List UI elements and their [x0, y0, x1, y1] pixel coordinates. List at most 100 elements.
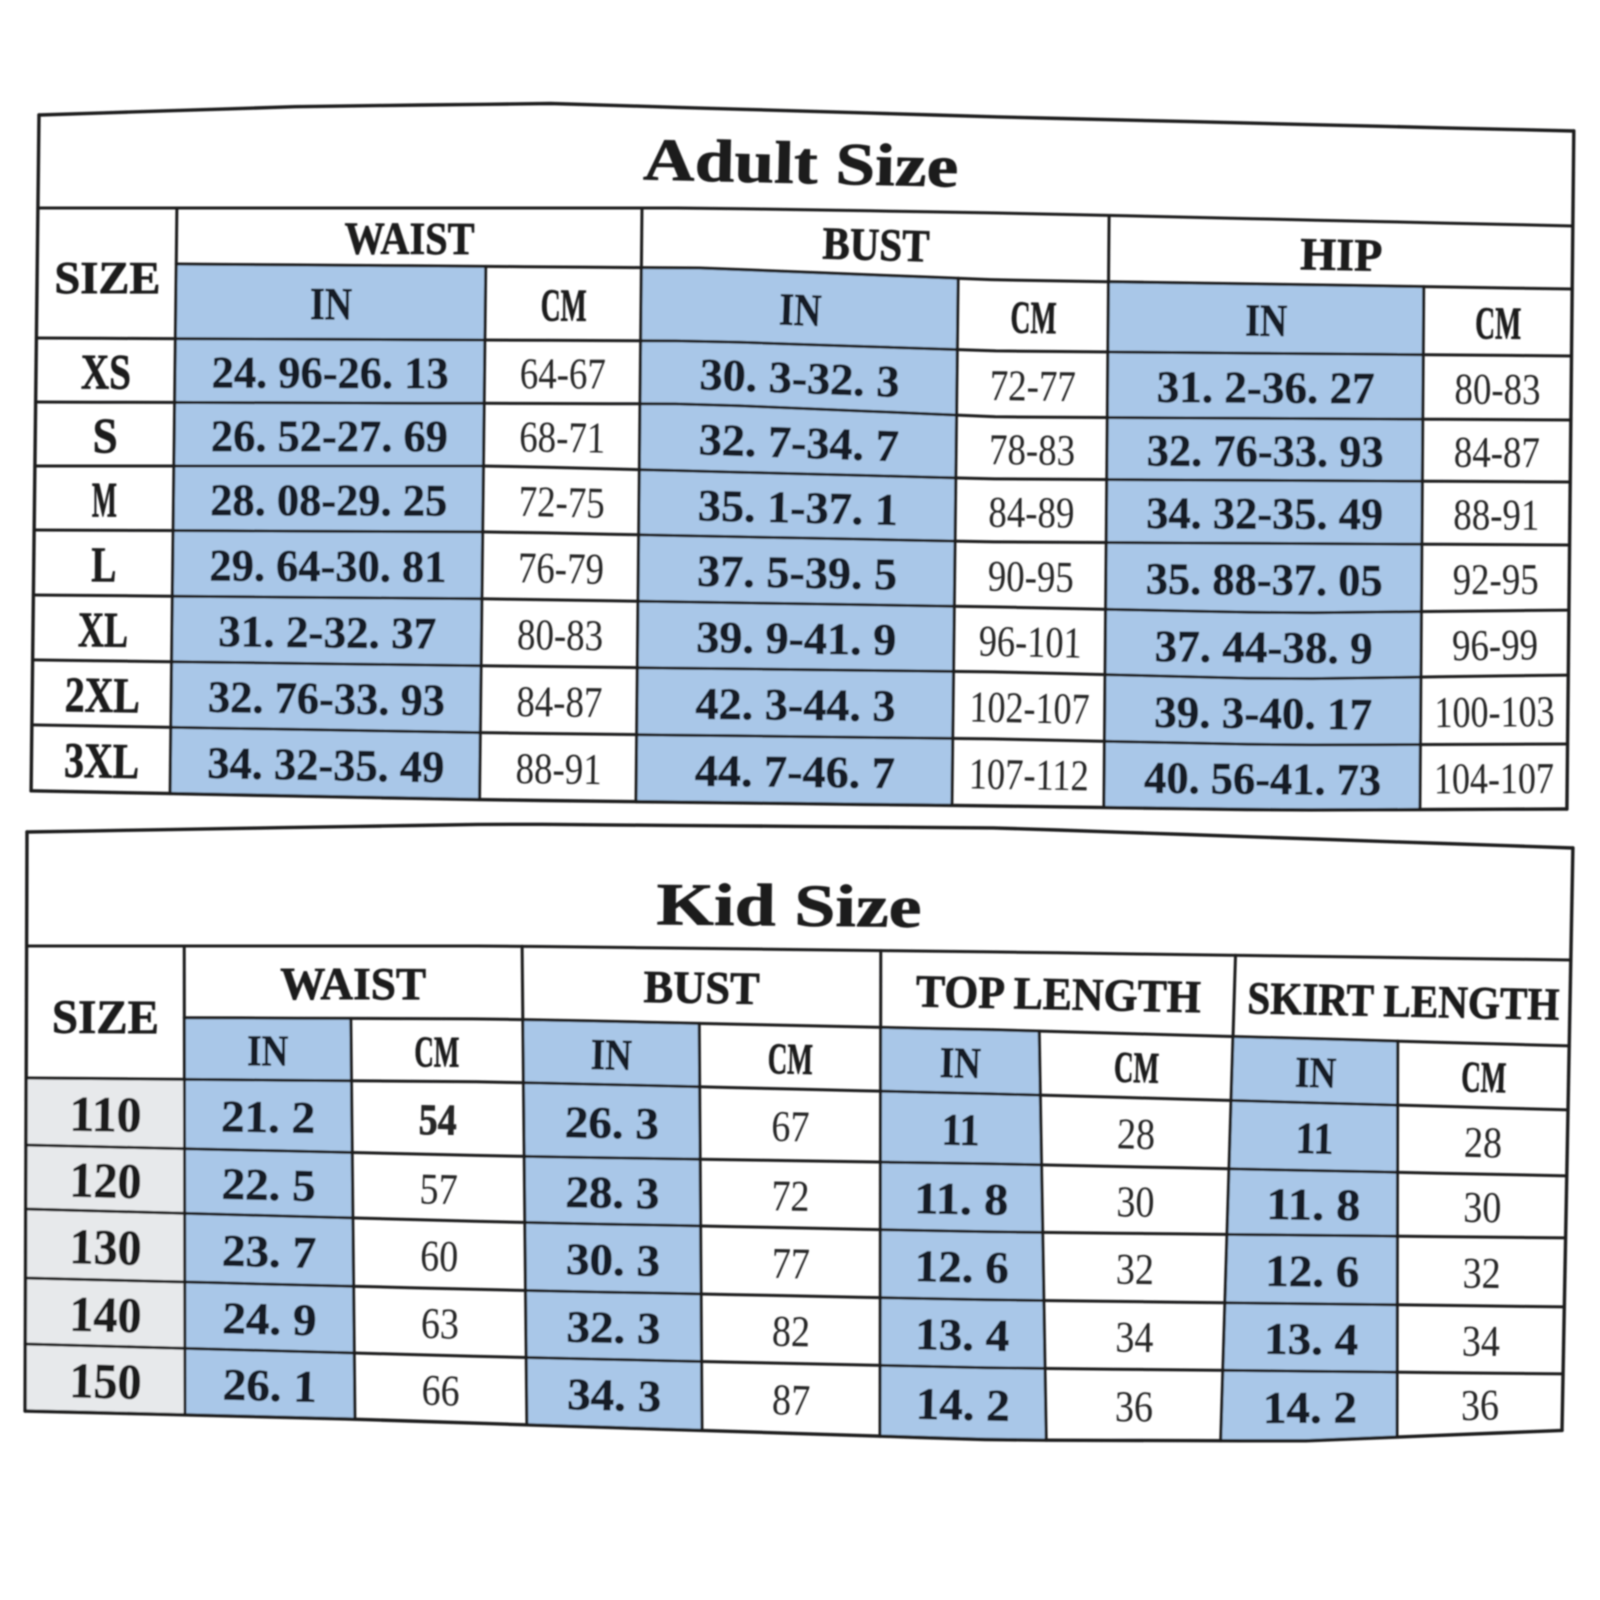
svg-text:XS: XS: [81, 344, 131, 400]
svg-text:31. 2-32. 37: 31. 2-32. 37: [218, 606, 437, 658]
svg-text:32. 3: 32. 3: [566, 1302, 661, 1354]
svg-text:CM: CM: [1475, 297, 1522, 349]
svg-text:60: 60: [420, 1231, 459, 1281]
svg-text:36: 36: [1461, 1381, 1500, 1431]
svg-text:82: 82: [771, 1307, 810, 1357]
svg-text:21. 2: 21. 2: [221, 1091, 316, 1142]
svg-text:107-112: 107-112: [968, 749, 1089, 800]
svg-text:140: 140: [69, 1285, 142, 1343]
svg-text:80-83: 80-83: [1454, 365, 1540, 415]
svg-text:11. 8: 11. 8: [914, 1173, 1009, 1225]
svg-text:34. 32-35. 49: 34. 32-35. 49: [1146, 488, 1383, 539]
svg-text:72-77: 72-77: [989, 361, 1076, 411]
svg-text:57: 57: [419, 1164, 458, 1214]
svg-text:WAIST: WAIST: [344, 213, 474, 264]
svg-text:96-99: 96-99: [1452, 620, 1539, 670]
svg-text:92-95: 92-95: [1453, 555, 1539, 604]
svg-text:110: 110: [69, 1086, 142, 1143]
svg-text:34. 32-35. 49: 34. 32-35. 49: [207, 738, 445, 792]
svg-text:28: 28: [1116, 1109, 1155, 1159]
svg-text:120: 120: [69, 1151, 142, 1209]
svg-text:IN: IN: [1245, 295, 1288, 347]
svg-text:34. 3: 34. 3: [567, 1369, 662, 1422]
svg-text:35. 1-37. 1: 35. 1-37. 1: [697, 480, 898, 535]
svg-text:68-71: 68-71: [519, 412, 606, 462]
svg-text:11: 11: [941, 1105, 980, 1156]
svg-text:Kid Size: Kid Size: [656, 871, 922, 940]
svg-text:84-89: 84-89: [988, 488, 1074, 538]
svg-text:32: 32: [1116, 1245, 1155, 1294]
svg-text:84-87: 84-87: [1454, 428, 1540, 477]
svg-text:76-79: 76-79: [518, 543, 605, 594]
svg-text:37. 5-39. 5: 37. 5-39. 5: [697, 546, 898, 600]
svg-text:11: 11: [1295, 1113, 1334, 1164]
svg-text:35. 88-37. 05: 35. 88-37. 05: [1146, 554, 1383, 606]
svg-text:84-87: 84-87: [516, 677, 603, 727]
svg-text:32. 76-33. 93: 32. 76-33. 93: [1147, 425, 1384, 476]
svg-text:100-103: 100-103: [1434, 687, 1554, 737]
svg-text:36: 36: [1115, 1382, 1153, 1431]
svg-text:54: 54: [418, 1095, 457, 1145]
svg-text:30: 30: [1116, 1177, 1155, 1227]
svg-text:102-107: 102-107: [969, 682, 1090, 733]
svg-text:26. 1: 26. 1: [222, 1359, 317, 1411]
svg-text:29. 64-30. 81: 29. 64-30. 81: [209, 540, 446, 592]
svg-text:HIP: HIP: [1300, 228, 1383, 281]
svg-text:2XL: 2XL: [64, 666, 140, 723]
svg-text:28. 08-29. 25: 28. 08-29. 25: [210, 475, 447, 525]
svg-text:40. 56-41. 73: 40. 56-41. 73: [1144, 753, 1382, 805]
svg-text:39. 9-41. 9: 39. 9-41. 9: [696, 612, 897, 665]
svg-text:130: 130: [69, 1218, 142, 1276]
svg-text:XL: XL: [78, 601, 129, 658]
svg-text:34: 34: [1115, 1313, 1154, 1362]
svg-text:66: 66: [421, 1366, 460, 1416]
svg-text:CM: CM: [1010, 292, 1057, 344]
svg-text:28: 28: [1464, 1118, 1503, 1168]
svg-text:32: 32: [1462, 1249, 1501, 1298]
svg-text:WAIST: WAIST: [280, 958, 426, 1009]
svg-text:BUST: BUST: [643, 961, 760, 1014]
svg-text:M: M: [92, 471, 117, 527]
svg-text:11. 8: 11. 8: [1266, 1179, 1361, 1230]
svg-text:L: L: [91, 536, 116, 592]
svg-text:13. 4: 13. 4: [915, 1309, 1010, 1361]
svg-text:12. 6: 12. 6: [914, 1241, 1009, 1293]
svg-text:88-91: 88-91: [1453, 490, 1539, 539]
svg-text:24. 96-26. 13: 24. 96-26. 13: [212, 347, 449, 398]
svg-text:3XL: 3XL: [64, 732, 140, 789]
svg-text:72: 72: [771, 1171, 810, 1221]
svg-text:SKIRT LENGTH: SKIRT LENGTH: [1247, 972, 1560, 1030]
svg-text:TOP LENGTH: TOP LENGTH: [915, 965, 1201, 1022]
svg-text:30. 3-32. 3: 30. 3-32. 3: [699, 349, 901, 407]
svg-text:14. 2: 14. 2: [1263, 1382, 1357, 1433]
svg-text:37. 44-38. 9: 37. 44-38. 9: [1154, 621, 1373, 673]
svg-text:67: 67: [771, 1102, 810, 1152]
svg-text:96-101: 96-101: [978, 617, 1082, 668]
svg-text:77: 77: [771, 1239, 810, 1289]
svg-text:12. 6: 12. 6: [1265, 1246, 1360, 1297]
svg-text:31. 2-36. 27: 31. 2-36. 27: [1157, 362, 1375, 414]
svg-text:24. 9: 24. 9: [222, 1293, 317, 1345]
svg-text:32. 7-34. 7: 32. 7-34. 7: [698, 414, 900, 471]
svg-text:150: 150: [69, 1352, 142, 1410]
svg-text:IN: IN: [939, 1038, 981, 1088]
svg-text:39. 3-40. 17: 39. 3-40. 17: [1154, 687, 1373, 740]
svg-text:30. 3: 30. 3: [566, 1234, 661, 1286]
svg-text:13. 4: 13. 4: [1264, 1314, 1359, 1365]
svg-text:SIZE: SIZE: [54, 252, 160, 303]
svg-text:64-67: 64-67: [520, 349, 606, 398]
svg-text:S: S: [93, 407, 118, 463]
svg-text:72-75: 72-75: [518, 477, 605, 528]
svg-text:26. 3: 26. 3: [564, 1097, 659, 1149]
svg-text:CM: CM: [414, 1027, 459, 1076]
svg-text:87: 87: [772, 1375, 811, 1425]
svg-text:SIZE: SIZE: [52, 991, 159, 1044]
svg-text:BUST: BUST: [822, 218, 930, 272]
svg-text:CM: CM: [1461, 1052, 1507, 1102]
svg-text:IN: IN: [778, 283, 822, 336]
svg-text:26. 52-27. 69: 26. 52-27. 69: [211, 411, 448, 461]
svg-text:90-95: 90-95: [987, 552, 1074, 602]
svg-text:22. 5: 22. 5: [221, 1159, 316, 1211]
svg-text:CM: CM: [541, 280, 587, 331]
svg-text:IN: IN: [1295, 1048, 1338, 1098]
